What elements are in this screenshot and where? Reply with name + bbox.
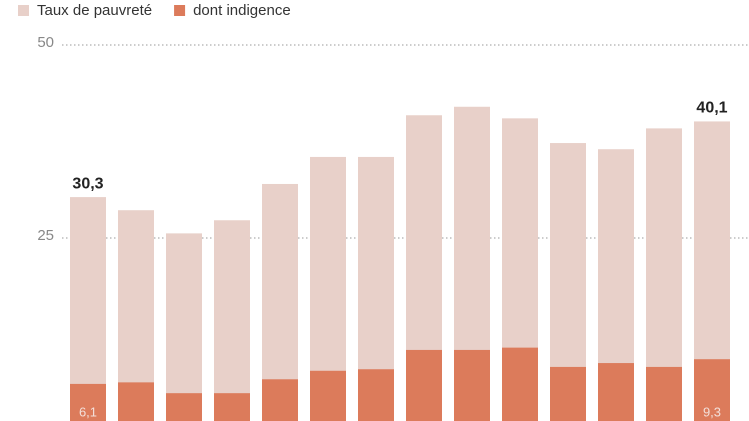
legend-swatch (18, 5, 29, 16)
bar (598, 363, 634, 421)
bar (214, 393, 250, 421)
bar (70, 383, 106, 421)
bar (214, 220, 250, 421)
bar (454, 349, 490, 421)
bar (166, 233, 202, 421)
bar (694, 359, 730, 421)
bar (70, 197, 106, 421)
legend-swatch (174, 5, 186, 16)
y-tick-label: 50 (37, 34, 54, 51)
value-label: 9,3 (703, 404, 721, 419)
bar (646, 366, 682, 421)
value-label: 40,1 (696, 100, 727, 117)
value-label: 30,3 (72, 175, 103, 192)
y-tick-label: 25 (37, 227, 54, 244)
bar (406, 349, 442, 421)
bar (262, 379, 298, 421)
bar (118, 382, 154, 421)
bar (166, 393, 202, 421)
bar (310, 370, 346, 421)
bar (502, 347, 538, 421)
bar (358, 369, 394, 421)
value-label: 6,1 (79, 404, 97, 419)
legend-label: dont indigence (193, 2, 291, 19)
bar (550, 366, 586, 421)
legend-label: Taux de pauvreté (37, 2, 152, 19)
